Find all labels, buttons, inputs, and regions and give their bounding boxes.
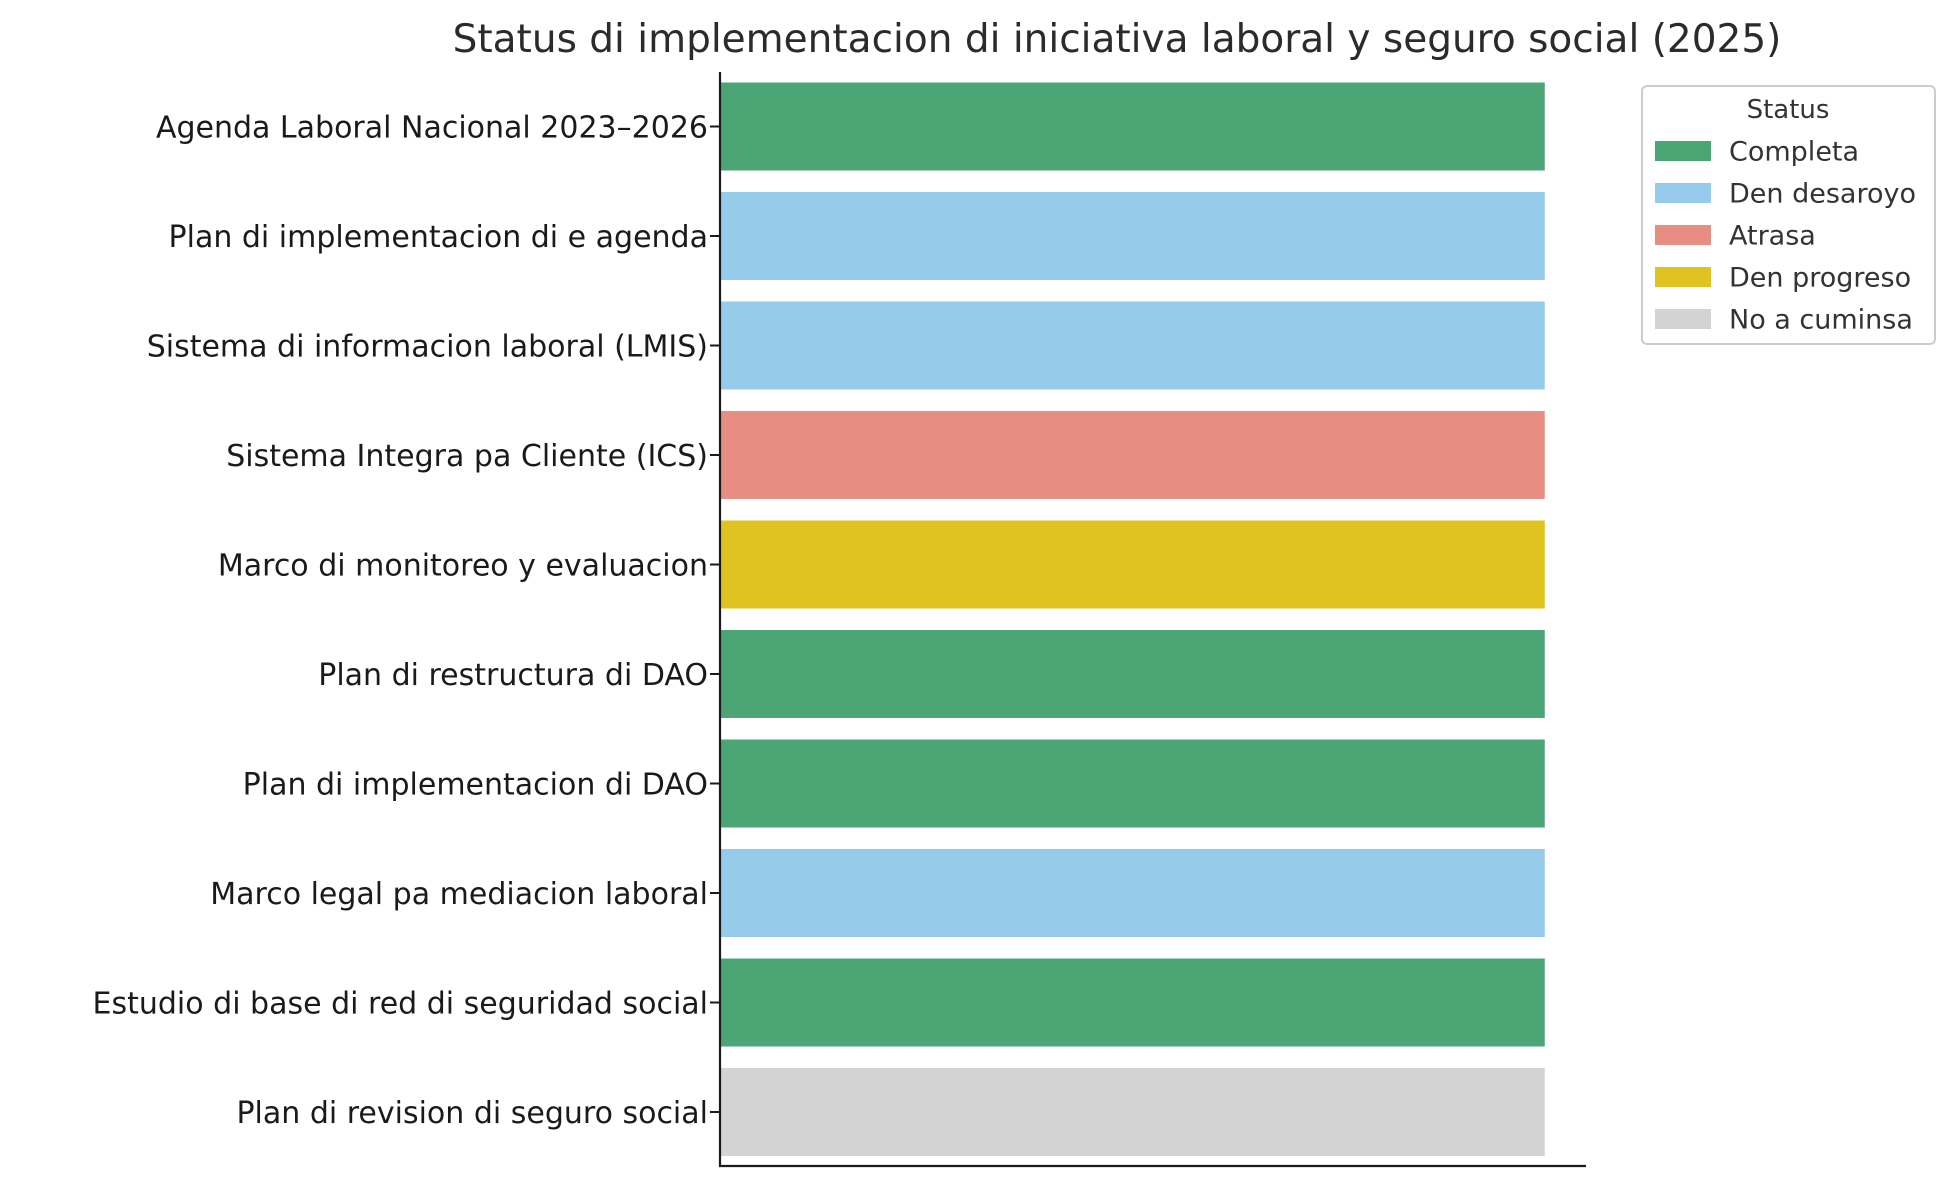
- bar: [720, 82, 1545, 171]
- legend-swatch: [1655, 141, 1711, 161]
- legend-swatch: [1655, 183, 1711, 203]
- legend-label: Completa: [1729, 137, 1859, 168]
- y-tick-label: Plan di revision di seguro social: [236, 1096, 708, 1131]
- bar: [720, 1068, 1545, 1156]
- bar: [720, 301, 1545, 390]
- legend-label: Den progreso: [1729, 263, 1911, 294]
- legend: Status Completa Den desaroyo Atrasa Den pro…: [1641, 85, 1936, 345]
- legend-label: Den desaroyo: [1729, 179, 1916, 210]
- y-tick-label: Plan di restructura di DAO: [318, 658, 708, 693]
- legend-label: Atrasa: [1729, 221, 1816, 252]
- y-tick-label: Plan di implementacion di DAO: [243, 767, 708, 802]
- bar: [720, 411, 1545, 499]
- legend-items: Completa Den desaroyo Atrasa Den progreso No…: [1655, 137, 1916, 336]
- bar: [720, 739, 1545, 828]
- y-tick-label: Marco di monitoreo y evaluacion: [218, 548, 708, 583]
- y-tick-label: Plan di implementacion di e agenda: [169, 220, 708, 255]
- bar: [720, 520, 1545, 609]
- legend-swatch: [1655, 225, 1711, 245]
- bar: [720, 630, 1545, 718]
- legend-swatch: [1655, 309, 1711, 329]
- bar: [720, 192, 1545, 280]
- y-tick-label: Sistema di informacion laboral (LMIS): [147, 329, 708, 364]
- y-axis-tick-labels: Agenda Laboral Nacional 2023–2026 Plan di…: [93, 110, 708, 1131]
- bars-layer: [720, 82, 1545, 1156]
- y-tick-label: Agenda Laboral Nacional 2023–2026: [156, 110, 708, 145]
- bar: [720, 849, 1545, 937]
- legend-swatch: [1655, 267, 1711, 287]
- legend-title: Status: [1747, 95, 1830, 125]
- chart-title: Status di implementacion di iniciativa l…: [453, 17, 1782, 62]
- legend-frame: [1641, 85, 1936, 345]
- y-tick-label: Estudio di base di red di seguridad soci…: [93, 986, 708, 1021]
- legend-label: No a cuminsa: [1729, 305, 1913, 336]
- y-axis-ticks: [710, 125, 720, 1113]
- y-tick-label: Marco legal pa mediacion laboral: [210, 877, 708, 912]
- y-tick-label: Sistema Integra pa Cliente (ICS): [226, 439, 708, 474]
- bar: [720, 958, 1545, 1047]
